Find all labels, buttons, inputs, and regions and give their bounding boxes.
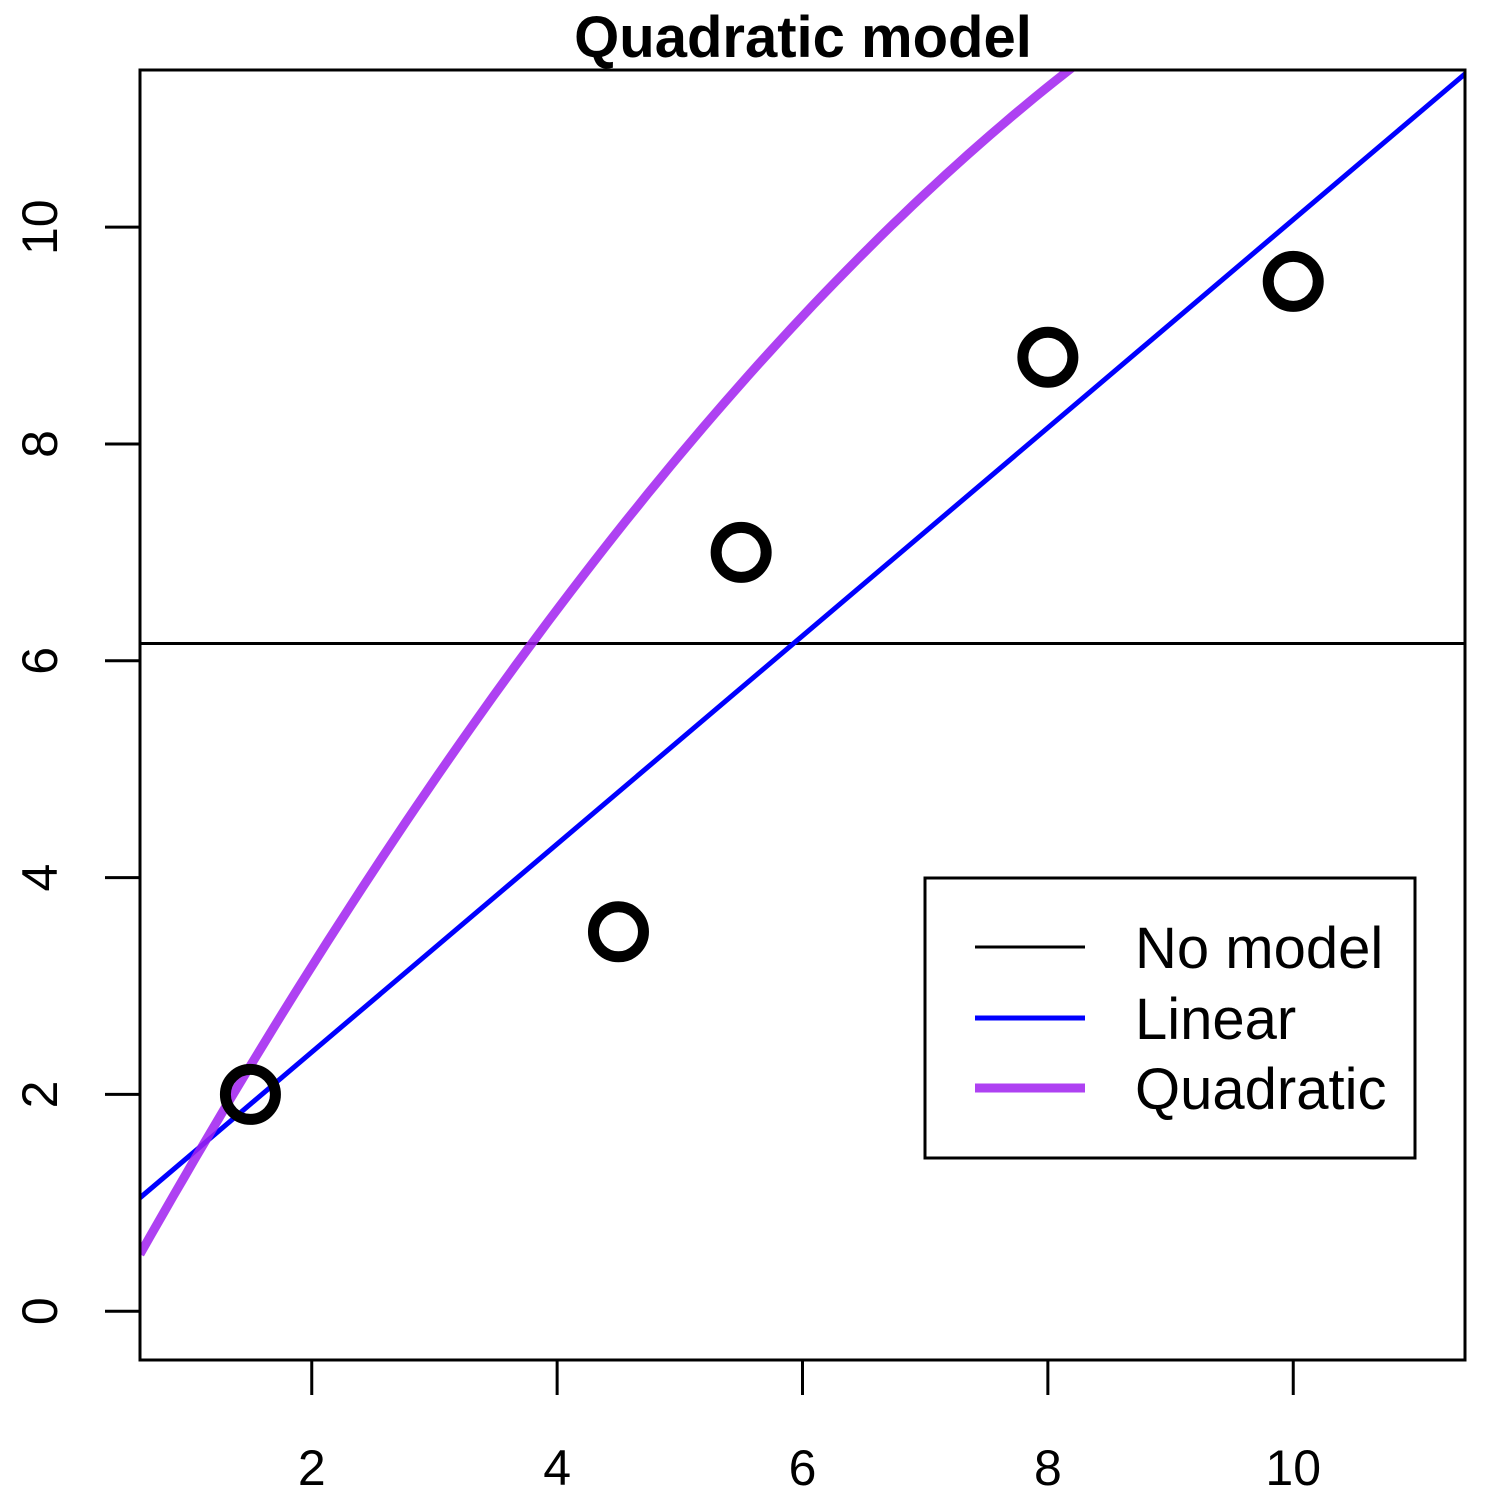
legend-label-no-model: No model: [1135, 916, 1383, 981]
data-point-5: [1262, 250, 1324, 312]
y-tick-label: 4: [12, 864, 68, 892]
x-tick-label: 4: [543, 1440, 571, 1496]
legend-label-quadratic: Quadratic: [1135, 1057, 1386, 1122]
data-point-3: [710, 521, 772, 583]
y-tick-label: 8: [12, 430, 68, 458]
series-line-linear: [140, 71, 1465, 1200]
data-point-4: [1017, 326, 1079, 388]
legend-label-linear: Linear: [1135, 987, 1296, 1052]
y-tick-label: 10: [12, 199, 68, 255]
plot-area: [140, 70, 1465, 1257]
series-line-quadratic: [140, 70, 1077, 1257]
y-tick-label: 2: [12, 1081, 68, 1109]
x-tick-label: 8: [1034, 1440, 1062, 1496]
chart-title: Quadratic model: [574, 5, 1032, 70]
x-tick-label: 10: [1265, 1440, 1321, 1496]
x-tick-label: 2: [298, 1440, 326, 1496]
plot-frame: [138, 68, 1467, 1362]
y-tick-label: 6: [12, 647, 68, 675]
data-point-2: [587, 901, 649, 963]
x-tick-label: 6: [789, 1440, 817, 1496]
y-tick-label: 0: [12, 1297, 68, 1325]
legend: No model Linear Quadratic: [923, 876, 1417, 1160]
axes: 2 4 6 8 10 0 2 4 6 8 10: [12, 199, 1321, 1496]
data-point-1: [219, 1063, 281, 1125]
